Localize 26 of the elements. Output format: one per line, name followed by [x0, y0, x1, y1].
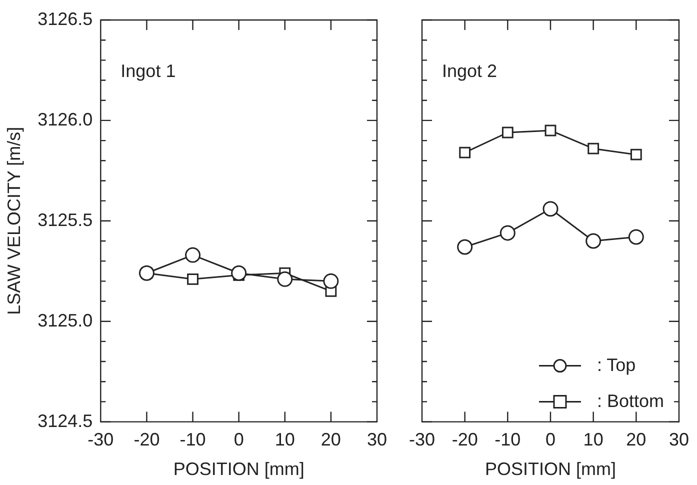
- x-tick-label: 0: [545, 430, 556, 450]
- x-tick-label: 30: [366, 430, 388, 450]
- x-axis-title: POSITION [mm]: [173, 459, 304, 480]
- annotation: Ingot 1: [120, 60, 176, 81]
- y-axis-title: LSAW VELOCITY [m/s]: [4, 126, 24, 315]
- x-tick-label: -30: [88, 430, 114, 450]
- x-tick-label: 20: [626, 430, 646, 450]
- x-tick-label: -30: [408, 430, 436, 450]
- annotation: Ingot 2: [442, 60, 498, 81]
- y-tick-label: 3125.5: [38, 210, 93, 230]
- legend-label: : Bottom: [596, 390, 664, 411]
- x-tick-label: 30: [668, 430, 690, 450]
- y-tick-label: 3126.5: [38, 8, 93, 29]
- x-tick-label: 0: [234, 430, 244, 450]
- x-tick-label: 20: [320, 430, 341, 450]
- x-tick-label: -10: [180, 430, 206, 450]
- text: 3126.0: [38, 109, 93, 130]
- x-tick-label: -20: [452, 430, 478, 450]
- x-tick-label: 10: [583, 430, 604, 450]
- x-tick-label: 10: [274, 430, 295, 450]
- text: 3125.0: [38, 310, 93, 330]
- x-tick-label: -10: [494, 430, 521, 450]
- x-tick-label: -20: [134, 430, 160, 450]
- x-axis-title: POSITION [mm]: [484, 459, 616, 480]
- legend-label: : Top: [596, 354, 636, 375]
- y-tick-label: 3124.5: [38, 410, 93, 431]
